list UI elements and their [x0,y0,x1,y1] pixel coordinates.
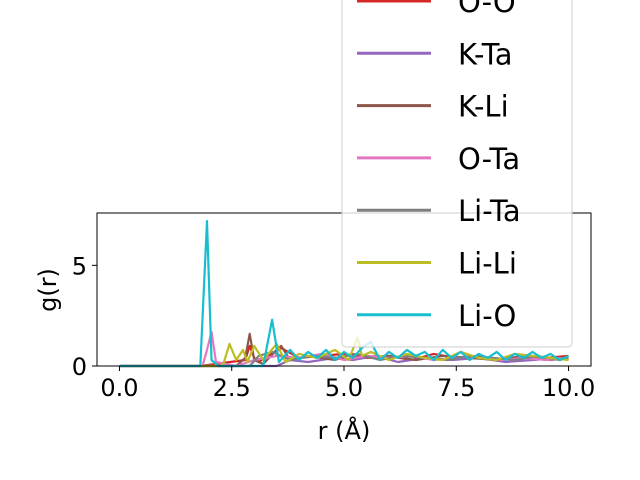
legend-label-li-o: Li-O [458,299,516,333]
y-axis-label: g(r) [34,268,62,312]
legend: O-O K-Ta K-Li O-Ta Li-Ta Li-Li Li-O [341,0,573,348]
x-tick-label: 7.5 [437,374,475,402]
x-tick-label: 2.5 [213,374,251,402]
legend-label-o-ta: O-Ta [458,142,520,176]
series-line-k-ta [119,354,569,368]
legend-label-li-ta: Li-Ta [458,194,521,228]
legend-label-o-o: O-O [458,0,516,19]
x-tick-label: 5.0 [325,374,363,402]
legend-box [341,0,573,348]
series-layer [119,220,569,368]
y-tick-label: 0 [72,353,87,381]
legend-label-k-li: K-Li [458,90,509,124]
x-axis: 0.0 2.5 5.0 7.5 10.0 [100,366,595,402]
legend-label-li-li: Li-Li [458,247,517,281]
y-axis: 05 [72,252,97,381]
series-line-li-o [119,220,569,368]
x-tick-label: 10.0 [542,374,595,402]
x-tick-label: 0.0 [100,374,138,402]
y-tick-label: 5 [72,252,87,280]
x-axis-label: r (Å) [318,416,371,445]
legend-label-k-ta: K-Ta [458,37,512,71]
